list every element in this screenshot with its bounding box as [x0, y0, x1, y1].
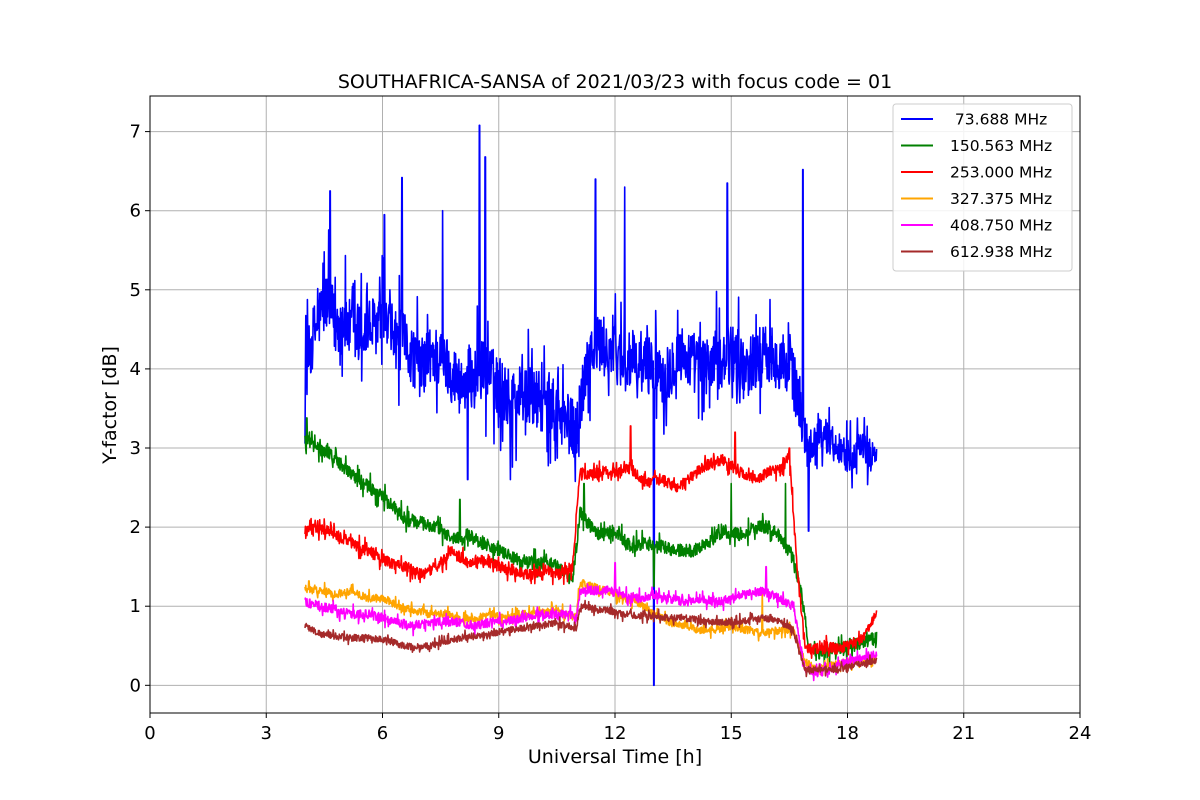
- y-tick-label: 4: [130, 359, 141, 380]
- series-line: [304, 425, 878, 659]
- y-tick-label: 5: [130, 280, 141, 301]
- legend: 73.688 MHz 150.563 MHz 253.000 MHz 327.375 …: [892, 103, 1073, 272]
- x-tick-label: 12: [604, 723, 627, 744]
- legend-entry: 73.688 MHz: [950, 111, 1047, 129]
- series-line: [304, 417, 878, 667]
- legend-entry: 327.375 MHz: [950, 190, 1052, 208]
- legend-entry: 150.563 MHz: [950, 137, 1052, 155]
- series-line: [304, 561, 878, 682]
- x-tick-label: 18: [836, 723, 859, 744]
- series-line: [304, 599, 878, 678]
- y-tick-label: 1: [130, 596, 141, 617]
- legend-box: [892, 103, 1073, 272]
- x-tick-label: 0: [144, 723, 155, 744]
- x-tick-label: 3: [261, 723, 272, 744]
- x-tick-label: 6: [377, 723, 388, 744]
- series-line: [304, 124, 878, 687]
- legend-entry: 612.938 MHz: [950, 243, 1052, 261]
- legend-entry: 253.000 MHz: [950, 164, 1052, 182]
- y-tick-label: 7: [130, 122, 141, 143]
- x-tick-label: 21: [952, 723, 975, 744]
- y-tick-label: 0: [130, 675, 141, 696]
- y-tick-label: 2: [130, 517, 141, 538]
- legend-entry: 408.750 MHz: [950, 217, 1052, 235]
- x-tick-label: 15: [720, 723, 743, 744]
- x-axis-label: Universal Time [h]: [528, 746, 702, 768]
- x-tick-label: 9: [493, 723, 504, 744]
- y-tick-label: 3: [130, 438, 141, 459]
- x-tick-label: 24: [1069, 723, 1092, 744]
- series-lines: [304, 124, 878, 687]
- y-tick-label: 6: [130, 201, 141, 222]
- chart-title: SOUTHAFRICA-SANSA of 2021/03/23 with foc…: [338, 71, 892, 93]
- y-axis-label: Y-factor [dB]: [99, 346, 121, 465]
